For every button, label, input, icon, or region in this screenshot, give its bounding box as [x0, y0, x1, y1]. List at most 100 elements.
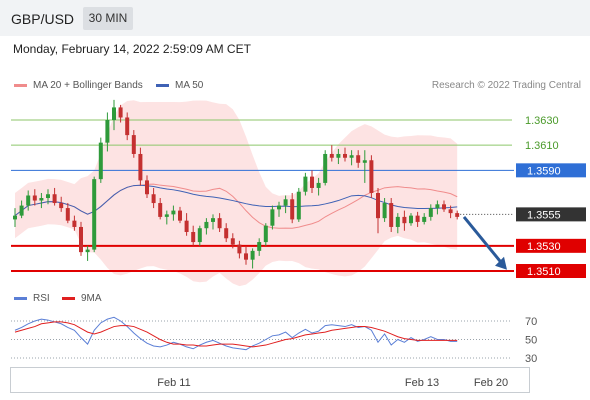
candle-body-9	[72, 220, 77, 227]
candle-body-56	[382, 203, 387, 219]
rsi-label: RSI	[33, 293, 50, 304]
candle-body-8	[65, 208, 70, 221]
level-tag-2	[516, 163, 586, 178]
candle-body-11	[85, 249, 90, 253]
candle-body-59	[402, 216, 407, 224]
candle-body-65	[442, 204, 446, 210]
level-label-0: 1.3630	[525, 115, 559, 127]
candle-body-29	[204, 221, 209, 229]
candle-body-43	[296, 191, 301, 220]
candle-body-23	[164, 214, 169, 217]
level-label-1: 1.3610	[525, 140, 559, 152]
rsi-tick-1: 50	[525, 335, 537, 347]
ma50-swatch	[156, 83, 169, 87]
candle-body-12	[92, 179, 97, 250]
level-label-4: 1.3530	[527, 241, 561, 253]
candle-body-18	[131, 135, 136, 154]
x-tick-2: Feb 20	[474, 377, 508, 389]
candle-body-7	[59, 203, 64, 209]
x-tick-1: Feb 13	[405, 377, 439, 389]
candle-body-45	[310, 176, 314, 188]
candle-body-26	[184, 220, 189, 232]
candle-body-4	[39, 198, 44, 201]
rsi-tick-0: 70	[525, 316, 537, 328]
candle-body-36	[250, 250, 255, 260]
candle-body-38	[263, 225, 268, 243]
legend-rsi: RSI	[14, 293, 50, 304]
rsi-swatch	[14, 296, 27, 300]
candle-body-42	[290, 199, 295, 220]
candle-body-20	[145, 180, 149, 195]
level-label-3: 1.3555	[527, 209, 561, 221]
time-axis-frame	[10, 367, 530, 393]
candle-body-27	[191, 231, 196, 243]
candle-body-39	[270, 209, 275, 226]
candle-body-19	[138, 153, 143, 181]
ma20-swatch	[14, 83, 27, 87]
ma9-swatch	[62, 296, 75, 300]
candle-body-47	[323, 153, 328, 183]
chart-header: GBP/USD 30 MIN	[0, 0, 590, 36]
timestamp: Monday, February 14, 2022 2:59:09 AM CET	[13, 42, 251, 56]
candle-body-2	[26, 195, 31, 206]
candle-body-6	[52, 194, 57, 204]
candle-body-35	[244, 253, 248, 260]
rsi-ma-line	[14, 321, 458, 348]
candle-body-62	[422, 216, 427, 222]
candle-body-61	[415, 215, 420, 222]
candle-body-50	[343, 153, 347, 158]
candle-body-40	[277, 205, 281, 210]
candle-body-58	[395, 216, 400, 227]
currency-pair: GBP/USD	[11, 11, 75, 27]
candle-body-10	[79, 226, 83, 253]
candle-body-53	[362, 160, 367, 163]
candle-body-1	[19, 205, 24, 216]
candle-body-30	[211, 218, 215, 222]
candle-body-16	[118, 107, 123, 118]
forecast-arrow-head	[495, 256, 507, 270]
candle-body-0	[13, 215, 17, 220]
bollinger-band	[15, 100, 458, 287]
level-tag-4	[516, 238, 586, 253]
candle-body-14	[105, 120, 110, 143]
x-tick-0: Feb 11	[157, 377, 190, 389]
candle-body-41	[283, 199, 288, 206]
candle-body-31	[217, 218, 222, 229]
candle-body-44	[303, 176, 308, 192]
candle-body-21	[151, 194, 156, 204]
candle-body-3	[32, 195, 37, 201]
candle-body-64	[435, 204, 440, 209]
candle-body-52	[356, 155, 361, 163]
candle-body-13	[98, 142, 103, 180]
candle-body-32	[224, 228, 229, 239]
forecast-arrow-shaft	[462, 215, 505, 266]
level-tag-5	[516, 264, 586, 278]
candle-body-66	[448, 209, 453, 214]
legend-ma20: MA 20 + Bollinger Bands	[14, 80, 143, 91]
candle-body-49	[336, 153, 341, 158]
level-label-2: 1.3590	[527, 165, 561, 177]
candle-body-67	[455, 213, 460, 217]
candle-body-15	[112, 107, 116, 120]
candle-body-48	[329, 153, 334, 158]
ma9-label: 9MA	[81, 293, 102, 304]
ma50-label: MA 50	[175, 80, 204, 91]
candle-body-24	[171, 210, 176, 215]
candle-body-28	[197, 228, 202, 243]
rsi-line	[14, 316, 458, 351]
legend-9ma: 9MA	[62, 293, 102, 304]
rsi-tick-2: 30	[525, 353, 537, 365]
candle-body-25	[178, 210, 182, 221]
candle-body-34	[237, 244, 242, 254]
ma50-line	[14, 184, 458, 217]
candle-body-33	[230, 238, 235, 245]
legend-ma50: MA 50	[156, 80, 203, 91]
candle-body-57	[389, 203, 394, 227]
copyright: Research © 2022 Trading Central	[431, 80, 581, 91]
timeframe-badge[interactable]: 30 MIN	[83, 7, 133, 30]
level-tag-3	[516, 207, 586, 222]
candle-body-54	[369, 160, 374, 193]
ma20-label: MA 20 + Bollinger Bands	[33, 80, 143, 91]
candle-body-51	[349, 155, 354, 158]
